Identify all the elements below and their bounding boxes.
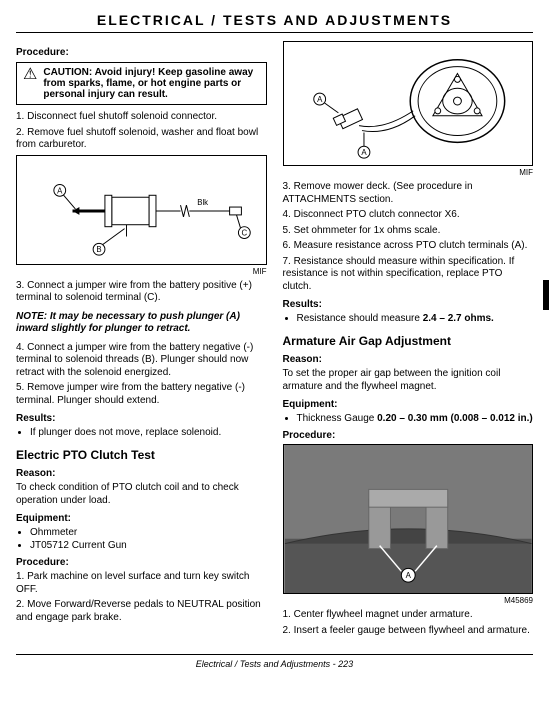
r-proc-step1: 1. Center flywheel magnet under armature…: [283, 609, 534, 622]
figure3-caption: M45869: [283, 596, 534, 605]
step-5: 5. Remove jumper wire from the battery n…: [16, 382, 267, 407]
right-column: A A MIF 3. Remove mower deck. (See proce…: [283, 41, 534, 640]
r-proc-step2: 2. Insert a feeler gauge between flywhee…: [283, 625, 534, 638]
result-item: If plunger does not move, replace soleno…: [30, 427, 267, 438]
procedure2-heading: Procedure:: [16, 557, 267, 568]
armature-heading: Armature Air Gap Adjustment: [283, 334, 534, 348]
proc2-step2: 2. Move Forward/Reverse pedals to NEUTRA…: [16, 599, 267, 624]
r-equipment-list: Thickness Gauge 0.20 – 0.30 mm (0.008 – …: [297, 413, 534, 424]
section-tab: [543, 280, 549, 310]
reason-heading: Reason:: [16, 468, 267, 479]
r-step7: 7. Resistance should measure within spec…: [283, 256, 534, 294]
equipment-item: JT05712 Current Gun: [30, 540, 267, 551]
equipment-heading: Equipment:: [16, 513, 267, 524]
equipment-item: Ohmmeter: [30, 527, 267, 538]
step-4: 4. Connect a jumper wire from the batter…: [16, 342, 267, 380]
pto-test-heading: Electric PTO Clutch Test: [16, 448, 267, 462]
caution-text: CAUTION: Avoid injury! Keep gasoline awa…: [43, 67, 259, 100]
r-reason-heading: Reason:: [283, 354, 534, 365]
figure-solenoid: A B C Blk: [16, 155, 267, 265]
r-step4: 4. Disconnect PTO clutch connector X6.: [283, 209, 534, 222]
r-step6: 6. Measure resistance across PTO clutch …: [283, 240, 534, 253]
figure1-caption: MIF: [16, 267, 267, 276]
r-procedure-heading: Procedure:: [283, 430, 534, 441]
page-title: ELECTRICAL / TESTS AND ADJUSTMENTS: [16, 12, 533, 33]
figure-pto-clutch: A A: [283, 41, 534, 166]
step-2: 2. Remove fuel shutoff solenoid, washer …: [16, 127, 267, 152]
two-column-layout: Procedure: ⚠ CAUTION: Avoid injury! Keep…: [16, 41, 533, 640]
svg-text:A: A: [57, 186, 63, 195]
svg-text:C: C: [242, 228, 248, 237]
r-results-list: Resistance should measure 2.4 – 2.7 ohms…: [297, 313, 534, 324]
procedure-heading: Procedure:: [16, 47, 267, 58]
reason-text: To check condition of PTO clutch coil an…: [16, 482, 267, 507]
left-column: Procedure: ⚠ CAUTION: Avoid injury! Keep…: [16, 41, 267, 640]
warning-icon: ⚠: [23, 67, 37, 83]
results-list: If plunger does not move, replace soleno…: [30, 427, 267, 438]
figure2-caption: MIF: [283, 168, 534, 177]
equipment-list: Ohmmeter JT05712 Current Gun: [30, 527, 267, 551]
r-step3: 3. Remove mower deck. (See procedure in …: [283, 181, 534, 206]
svg-text:A: A: [361, 148, 367, 157]
r-equipment-item: Thickness Gauge 0.20 – 0.30 mm (0.008 – …: [297, 413, 534, 424]
page-footer: Electrical / Tests and Adjustments - 223: [16, 654, 533, 669]
proc2-step1: 1. Park machine on level surface and tur…: [16, 571, 267, 596]
svg-text:A: A: [317, 95, 323, 104]
svg-text:A: A: [405, 571, 411, 580]
note: NOTE: It may be necessary to push plunge…: [16, 311, 267, 336]
r-result-item: Resistance should measure 2.4 – 2.7 ohms…: [297, 313, 534, 324]
step-3: 3. Connect a jumper wire from the batter…: [16, 280, 267, 305]
r-equipment-heading: Equipment:: [283, 399, 534, 410]
caution-box: ⚠ CAUTION: Avoid injury! Keep gasoline a…: [16, 62, 267, 105]
r-results-heading: Results:: [283, 299, 534, 310]
svg-text:B: B: [96, 245, 101, 254]
results-heading: Results:: [16, 413, 267, 424]
r-step5: 5. Set ohmmeter for 1x ohms scale.: [283, 225, 534, 238]
svg-text:Blk: Blk: [197, 198, 208, 207]
step-1: 1. Disconnect fuel shutoff solenoid conn…: [16, 111, 267, 124]
r-reason-text: To set the proper air gap between the ig…: [283, 368, 534, 393]
figure-armature-photo: A: [283, 444, 534, 594]
